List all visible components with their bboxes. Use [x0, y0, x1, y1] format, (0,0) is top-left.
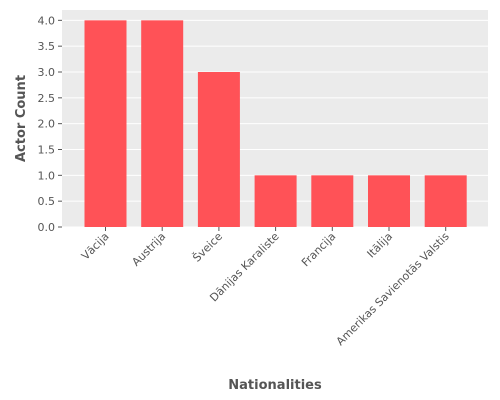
- y-axis-ticks: 0.0 0.5 1.0 1.5 2.0 2.5 3.0 3.5 4.0: [38, 14, 62, 234]
- x-tick-label: Austrija: [129, 230, 168, 269]
- x-axis-label: Nationalities: [228, 378, 322, 393]
- y-tick-label: 3.0: [38, 66, 56, 79]
- x-tick-label: Amerikas Savienotās Valstis: [334, 230, 452, 348]
- y-tick-label: 2.5: [38, 92, 56, 105]
- y-tick-label: 1.5: [38, 144, 56, 157]
- y-tick-label: 4.0: [38, 14, 56, 27]
- bar: [141, 20, 184, 228]
- bar: [424, 175, 467, 227]
- bar: [84, 20, 127, 228]
- y-tick-label: 0.5: [38, 195, 56, 208]
- x-tick-label: Vācija: [79, 230, 112, 263]
- y-tick-label: 1.0: [38, 169, 56, 182]
- bar: [311, 175, 354, 227]
- y-tick-label: 3.5: [38, 40, 56, 53]
- bar: [254, 175, 297, 227]
- x-tick-label: Francija: [299, 230, 338, 269]
- x-tick-label: Itālija: [365, 230, 396, 261]
- bars: [84, 20, 467, 228]
- y-tick-label: 2.0: [38, 118, 56, 131]
- y-tick-label: 0.0: [38, 221, 56, 234]
- y-axis-label: Actor Count: [14, 75, 29, 162]
- bar: [368, 175, 410, 227]
- bar: [197, 72, 240, 227]
- x-tick-label: Šveice: [190, 230, 225, 265]
